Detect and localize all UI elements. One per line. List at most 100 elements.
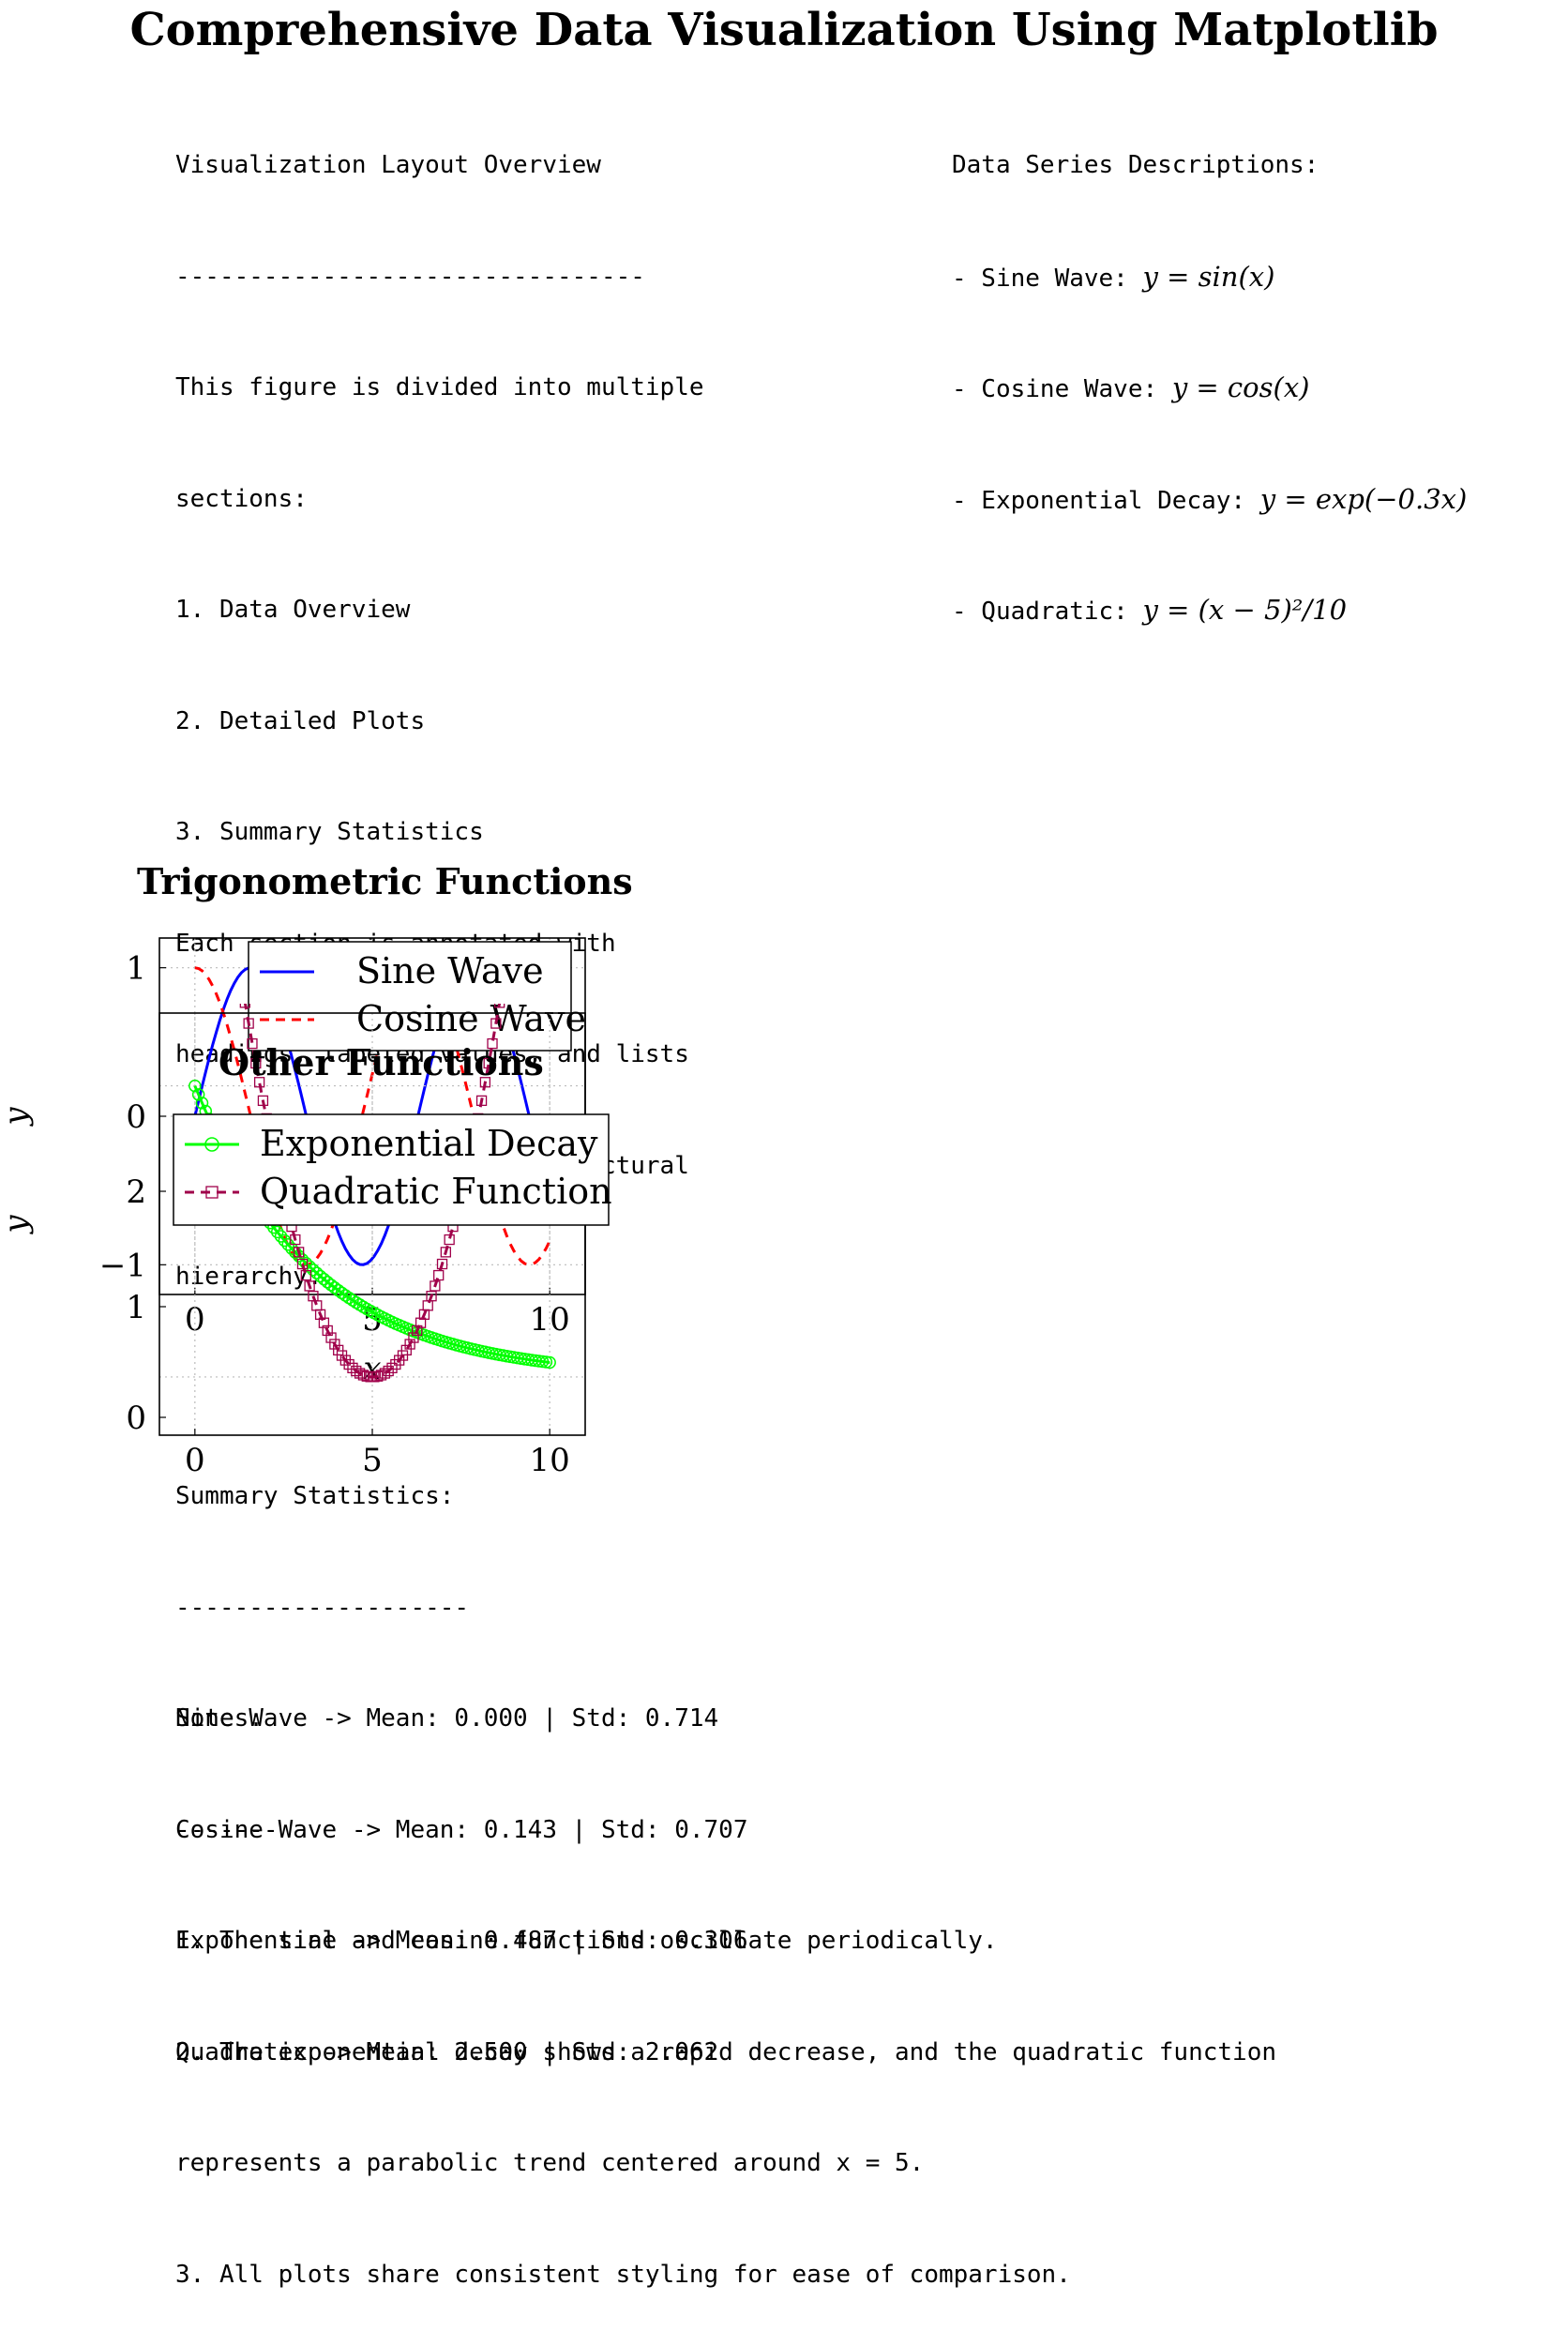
data-point	[400, 1344, 412, 1356]
x-tick-label: 0	[185, 1301, 205, 1339]
summary-line: --------------------	[175, 1593, 470, 1622]
data-point	[436, 1258, 448, 1270]
data-point	[257, 1095, 269, 1107]
data-point	[289, 1246, 302, 1259]
chart-title-other: Other Functions	[219, 1041, 544, 1083]
series-item-label: - Sine Wave:	[952, 264, 1143, 293]
legend: Exponential Decay Quadratic Function	[173, 1113, 612, 1226]
series-item-label: - Quadratic:	[952, 598, 1143, 626]
legend-box	[173, 1113, 610, 1226]
series-item: - Quadratic: y = (x − 5)²/10	[952, 592, 1467, 629]
data-point	[300, 1269, 311, 1281]
data-point	[494, 1004, 505, 1008]
data-point	[274, 1230, 288, 1243]
data-point	[543, 1355, 556, 1370]
series-heading: Data Series Descriptions:	[952, 151, 1319, 179]
data-point	[354, 1368, 366, 1379]
data-point	[379, 1368, 391, 1379]
data-point	[346, 1294, 359, 1307]
y-axis-label: y	[0, 1107, 35, 1128]
x-tick-label: 10	[530, 1442, 570, 1479]
y-tick-label: 0	[126, 1098, 146, 1136]
data-point	[433, 1269, 445, 1281]
notes-block: Notes: ------- 1. The sine and cosine fu…	[175, 1627, 1276, 2331]
data-point	[342, 1291, 355, 1305]
data-point	[247, 1037, 258, 1050]
data-point	[250, 1057, 262, 1069]
data-point	[415, 1317, 427, 1328]
data-point	[475, 1095, 488, 1107]
summary-line: Summary Statistics:	[175, 1482, 455, 1510]
notes-line: represents a parabolic trend centered ar…	[175, 2149, 925, 2177]
data-point	[343, 1358, 354, 1370]
data-point	[444, 1234, 455, 1246]
legend-marker	[204, 1137, 219, 1152]
data-point	[333, 1344, 344, 1356]
data-point	[307, 1264, 320, 1277]
overview-line: Visualization Layout Overview	[175, 151, 601, 179]
x-tick-label: 0	[185, 1442, 205, 1479]
data-point	[430, 1280, 441, 1292]
data-point	[296, 1258, 309, 1270]
data-point	[426, 1291, 437, 1302]
x-tick-label: 5	[362, 1442, 383, 1479]
y-tick-label: 0	[126, 1400, 146, 1437]
y-tick-label: 1	[126, 1289, 146, 1326]
data-point	[253, 1077, 265, 1088]
series-item-formula: y = exp(−0.3x)	[1259, 482, 1468, 515]
data-point	[347, 1362, 358, 1374]
legend-label: Quadratic Function	[260, 1171, 612, 1212]
overview-line: --------------------------------	[175, 262, 645, 291]
data-point	[372, 1370, 384, 1382]
data-point	[191, 1088, 205, 1101]
notes-line: 3. All plots share consistent styling fo…	[175, 2260, 1071, 2289]
overview-line: This figure is divided into multiple	[175, 373, 704, 401]
data-point	[383, 1365, 394, 1377]
series-line-quadratic-function	[243, 1004, 502, 1379]
legend-marker	[205, 1186, 219, 1199]
data-point	[440, 1247, 451, 1258]
data-point	[386, 1362, 398, 1374]
y-axis-label: y	[0, 1215, 35, 1235]
data-point	[243, 1018, 254, 1029]
data-point	[318, 1317, 330, 1328]
data-point	[329, 1339, 340, 1350]
legend-box	[248, 941, 572, 1052]
legend-label: Cosine Wave	[356, 998, 586, 1039]
data-point	[487, 1037, 498, 1050]
data-point	[290, 1234, 301, 1246]
series-item-formula: y = cos(x)	[1171, 371, 1310, 403]
overview-line: 2. Detailed Plots	[175, 706, 426, 735]
data-point	[239, 1004, 250, 1008]
page-title: Comprehensive Data Visualization Using M…	[129, 4, 1439, 56]
data-point	[195, 1097, 209, 1110]
data-point	[270, 1225, 284, 1239]
y-tick-label: 2	[126, 1173, 146, 1211]
series-item-label: - Exponential Decay:	[952, 486, 1260, 515]
notes-line: 1. The sine and cosine functions oscilla…	[175, 1927, 998, 1955]
y-tick-label: 1	[126, 950, 146, 988]
overview-line: 3. Summary Statistics	[175, 818, 484, 846]
series-item-formula: y = sin(x)	[1142, 260, 1275, 293]
legend-label: Sine Wave	[356, 950, 544, 991]
notes-line: 2. The exponential decay shows a rapid d…	[175, 2037, 1276, 2066]
series-descriptions-block: Data Series Descriptions: - Sine Wave: y…	[952, 73, 1467, 666]
data-point	[314, 1309, 326, 1321]
data-point	[490, 1018, 502, 1029]
data-point	[294, 1247, 305, 1258]
legend-label: Exponential Decay	[260, 1123, 598, 1164]
data-point	[325, 1332, 337, 1343]
chart-title-trig: Trigonometric Functions	[137, 860, 633, 902]
series-item: - Exponential Decay: y = exp(−0.3x)	[952, 481, 1467, 519]
data-point	[357, 1370, 369, 1381]
notes-line: -------	[175, 1815, 279, 1844]
data-point	[479, 1077, 491, 1088]
data-point	[322, 1324, 333, 1337]
data-point	[397, 1350, 409, 1361]
series-item: - Sine Wave: y = sin(x)	[952, 259, 1467, 296]
overview-line: sections:	[175, 484, 308, 513]
data-point	[412, 1324, 423, 1337]
data-point	[188, 1079, 202, 1093]
data-point	[404, 1339, 415, 1350]
